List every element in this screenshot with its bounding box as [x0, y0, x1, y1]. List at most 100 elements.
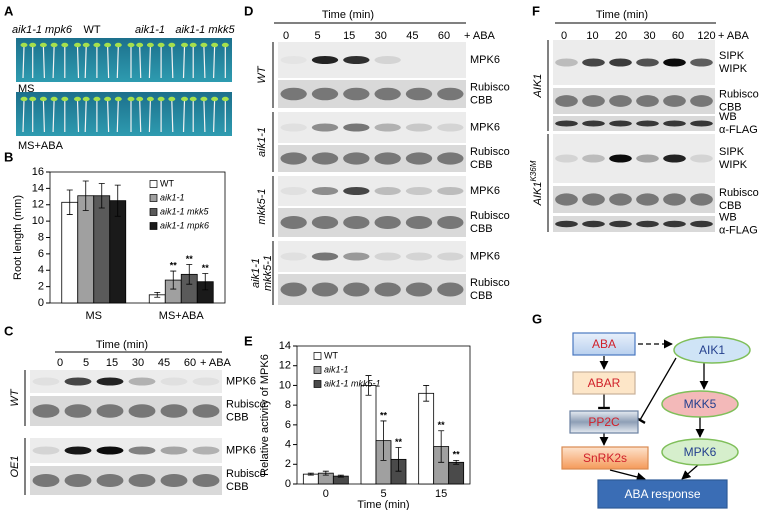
root — [182, 99, 186, 133]
genotype-label: aik1-1 — [256, 127, 268, 157]
blot-band — [374, 87, 401, 101]
node-oval — [673, 336, 751, 364]
legend-label: WT — [324, 350, 338, 360]
error-bar — [438, 430, 445, 463]
blot-band — [690, 220, 713, 228]
row-label: Rubisco — [470, 277, 510, 289]
cotyledon — [39, 42, 47, 48]
panel-label: E — [244, 333, 253, 348]
y-tick-label: 8 — [285, 399, 291, 411]
row-label: MPK6 — [470, 250, 500, 262]
blot-band — [32, 446, 60, 455]
x-tick-label: MS+ABA — [159, 310, 205, 322]
time-point: 30 — [643, 30, 655, 42]
time-point: 60 — [438, 30, 450, 42]
legend-swatch — [149, 222, 158, 230]
node-box — [561, 446, 649, 470]
treatment-label: + ABA — [200, 357, 232, 369]
row-label: α-FLAG — [719, 224, 758, 236]
time-point: 120 — [697, 30, 715, 42]
blot-band — [311, 87, 339, 101]
y-axis-label: Relative activity of MPK6 — [259, 354, 271, 476]
time-point: 60 — [672, 30, 684, 42]
legend-label: aik1-1 mkk5-1 — [324, 378, 381, 388]
blot-band — [663, 193, 686, 206]
row-label: CBB — [226, 481, 249, 493]
significance: ** — [453, 450, 461, 460]
blot-band — [311, 252, 339, 261]
blot-band — [690, 95, 713, 107]
root — [182, 45, 186, 79]
cotyledon — [104, 42, 112, 48]
blot-band — [690, 120, 713, 127]
blot-band — [96, 404, 124, 418]
root — [148, 99, 151, 133]
genotype-label: aik1-1 — [250, 258, 262, 288]
cotyledon — [82, 42, 90, 48]
blot — [278, 42, 466, 78]
panel-label: C — [4, 323, 14, 338]
root — [116, 99, 119, 133]
blot-band — [128, 404, 156, 418]
genotype-text: WT — [9, 388, 21, 406]
blot-band — [280, 282, 307, 297]
row-label: Rubisco — [719, 88, 759, 100]
time-point: 30 — [375, 30, 387, 42]
cotyledon — [74, 42, 81, 48]
genotype-text: mkk5-1 — [262, 255, 274, 291]
blot — [278, 145, 466, 172]
blot-band — [32, 377, 60, 386]
root — [171, 45, 174, 79]
blot-band — [437, 187, 464, 195]
error-bar — [82, 180, 89, 211]
root — [76, 45, 80, 79]
node-label: MPK6 — [684, 445, 717, 459]
root — [171, 99, 174, 133]
row-label: CBB — [470, 290, 493, 302]
legend-swatch — [149, 180, 158, 188]
row-label: SIPK — [719, 50, 745, 62]
error-bar — [337, 474, 344, 478]
node-box — [572, 371, 636, 395]
blot-band — [374, 215, 401, 230]
blot — [278, 112, 466, 143]
node-box — [597, 479, 728, 509]
blot-band — [555, 220, 578, 228]
node-label: AIK1 — [699, 343, 725, 357]
blot-band — [405, 187, 433, 195]
y-tick-label: 8 — [38, 231, 44, 243]
legend-swatch — [313, 366, 322, 374]
blot-band — [311, 152, 339, 165]
blot-band — [609, 154, 632, 163]
root — [203, 45, 206, 79]
time-label: Time (min) — [322, 9, 374, 21]
error-bar — [98, 183, 105, 209]
blot-band — [281, 56, 307, 64]
legend-label: aik1-1 mkk5 — [160, 206, 210, 216]
cotyledon — [221, 42, 229, 48]
node-label: ABA — [592, 337, 616, 351]
row-label: MPK6 — [470, 54, 500, 66]
blot-band — [582, 58, 605, 67]
node-box — [569, 410, 639, 434]
y-tick-label: 14 — [279, 340, 291, 352]
blot-band — [280, 152, 307, 165]
blot-band — [405, 282, 433, 297]
cotyledon — [29, 42, 37, 48]
blot-band — [609, 193, 632, 206]
blot — [278, 80, 466, 108]
root — [42, 45, 45, 79]
blot — [553, 216, 715, 232]
row-label: CBB — [470, 223, 493, 235]
cotyledon — [189, 96, 197, 102]
x-tick-label: MS — [86, 310, 103, 322]
blot-band — [64, 404, 92, 418]
panel-label: B — [4, 149, 13, 164]
blot-band — [374, 252, 401, 261]
blot-band — [663, 95, 686, 107]
legend-swatch — [149, 194, 158, 202]
node-label: ABAR — [588, 376, 621, 390]
node-oval — [661, 438, 739, 466]
y-axis-label: Root length (mm) — [12, 195, 24, 280]
